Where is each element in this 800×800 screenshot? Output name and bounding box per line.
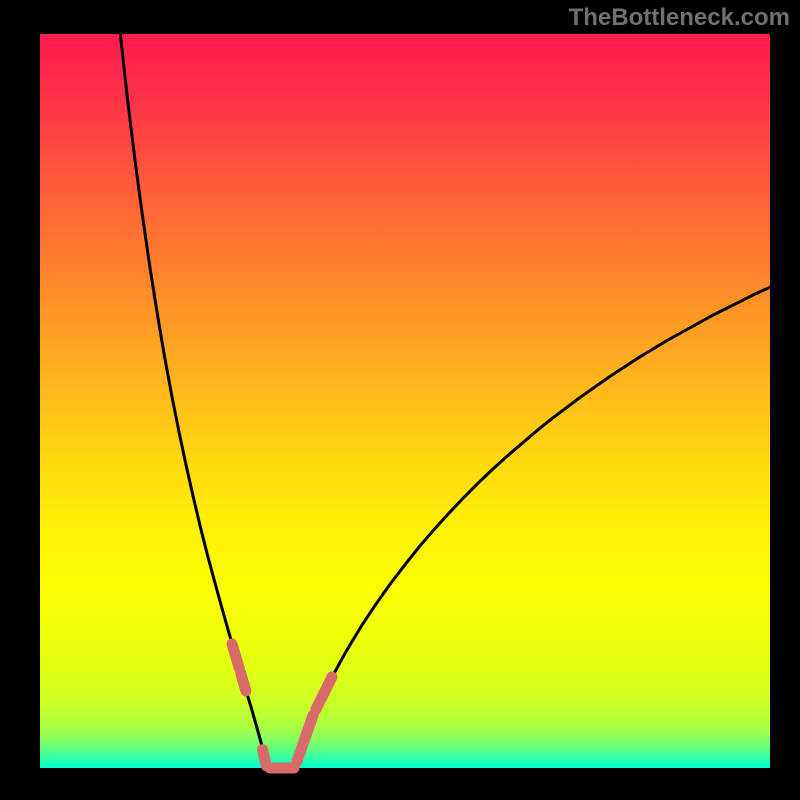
watermark-label: TheBottleneck.com	[569, 4, 790, 32]
chart-svg	[0, 0, 800, 800]
bottleneck-chart	[0, 0, 800, 800]
